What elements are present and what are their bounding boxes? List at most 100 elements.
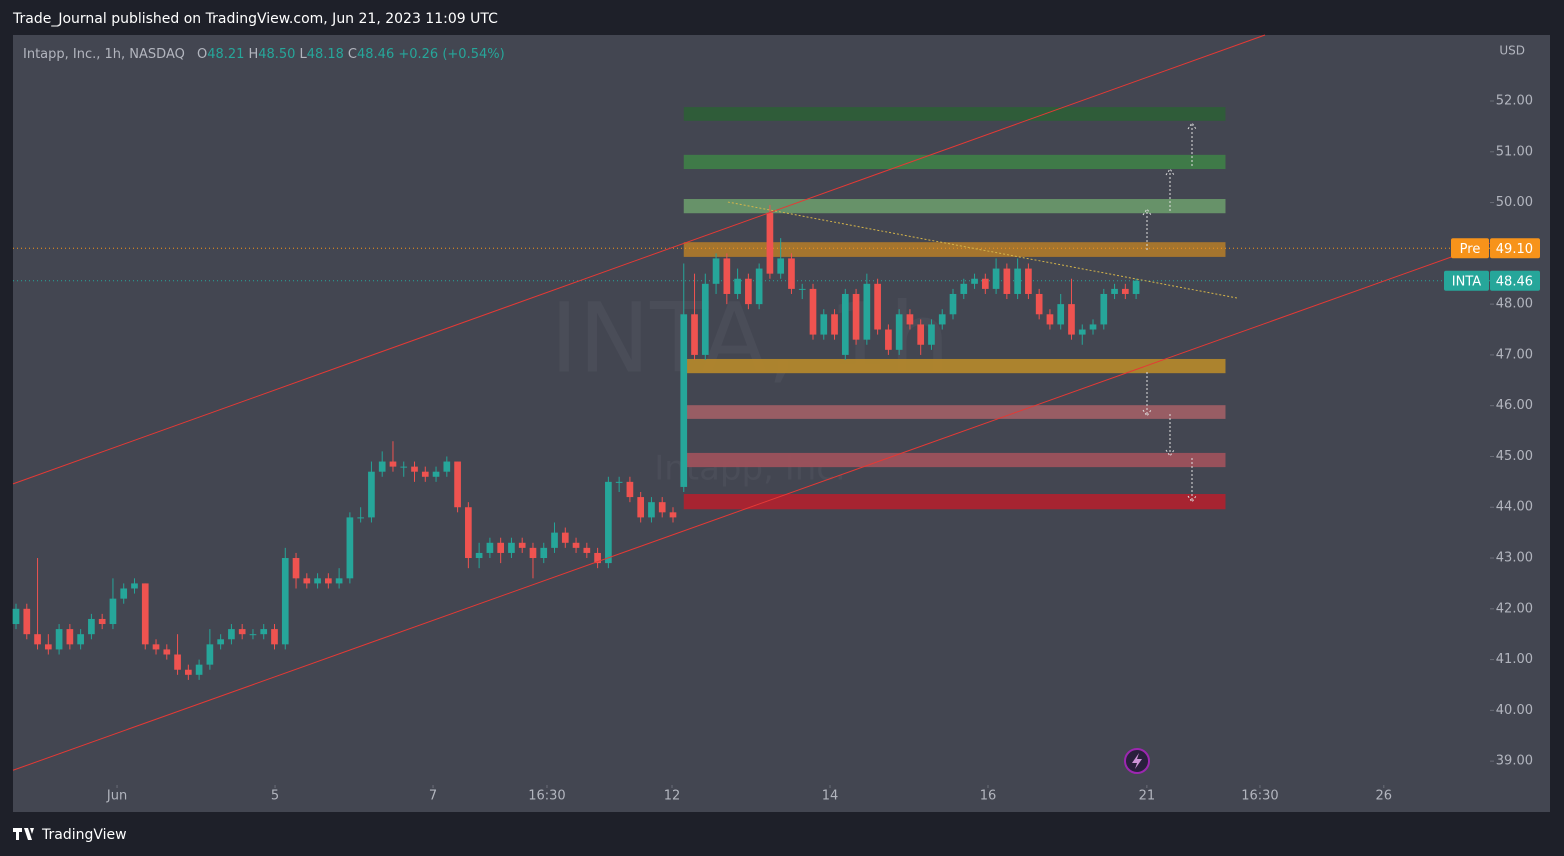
candle-body — [303, 578, 311, 584]
candle-body — [378, 461, 386, 472]
candle-body — [777, 258, 785, 274]
zone — [683, 107, 1226, 121]
y-tick-label: 44.00 — [1496, 500, 1533, 515]
arrow — [1165, 414, 1175, 457]
candle-body — [497, 542, 505, 553]
candle-body — [658, 502, 666, 513]
candle-body — [400, 466, 408, 468]
candle-body — [486, 542, 494, 553]
candle-body — [1003, 268, 1011, 294]
candle-body — [885, 329, 892, 350]
candle-body — [55, 629, 63, 650]
candle-body — [508, 542, 515, 553]
candle-body — [238, 629, 246, 635]
footer-brand: TradingView — [41, 827, 127, 843]
candle-body — [895, 314, 903, 350]
arrows — [1142, 122, 1197, 503]
badge-value: 48.46 — [1496, 274, 1533, 289]
arrow — [1187, 458, 1197, 503]
chart-panel — [13, 35, 1550, 812]
zone — [683, 494, 1226, 510]
candle-body — [1132, 280, 1140, 294]
candle-body — [34, 634, 41, 645]
y-tick-label: 39.00 — [1496, 754, 1533, 769]
candle-body — [1014, 268, 1021, 294]
x-tick-label: 16:30 — [1241, 789, 1278, 804]
y-tick-label: 51.00 — [1496, 144, 1533, 159]
candle-body — [1111, 288, 1118, 294]
candle-body — [874, 283, 881, 330]
ohlc-key: H — [248, 47, 258, 62]
candle-body — [551, 532, 558, 548]
y-tick-label: 52.00 — [1496, 94, 1533, 109]
candle-body — [443, 461, 451, 472]
x-tick-label: Jun — [106, 789, 127, 804]
tv-logo: TradingView — [13, 827, 127, 843]
x-tick-label: 7 — [429, 789, 437, 804]
badge-name: INTA — [1452, 274, 1481, 289]
y-tick-label: 42.00 — [1496, 601, 1533, 616]
candle-body — [260, 629, 268, 635]
currency: USD — [1499, 44, 1525, 58]
candle-body — [615, 481, 623, 483]
candle-body — [701, 283, 709, 355]
ohlc-value: 48.46 — [357, 47, 394, 62]
candle-body — [712, 258, 720, 284]
candle-body — [648, 502, 655, 518]
candle-body — [1089, 324, 1097, 330]
y-tick-label: 43.00 — [1496, 551, 1533, 566]
candle-body — [44, 644, 52, 650]
candle-body — [917, 324, 925, 345]
arrow — [1142, 208, 1152, 250]
candle-body — [583, 547, 591, 553]
ohlc-key: O — [197, 47, 207, 62]
candle-body — [755, 268, 763, 305]
y-tick-label: 40.00 — [1496, 703, 1533, 718]
candle-body — [411, 466, 418, 472]
candle-body — [906, 314, 914, 325]
x-tick-label: 12 — [664, 789, 681, 804]
candle-body — [605, 481, 612, 564]
candle-body — [228, 629, 235, 640]
candle-body — [960, 283, 968, 294]
candle-body — [131, 583, 138, 589]
candle-body — [928, 324, 935, 345]
candle-body — [938, 314, 946, 325]
zone — [683, 242, 1226, 257]
candle-body — [809, 288, 817, 335]
candle-body — [23, 608, 31, 635]
x-tick-label: 5 — [271, 789, 279, 804]
x-tick-label: 16 — [980, 789, 997, 804]
candle-body — [346, 517, 354, 579]
candle-body — [184, 669, 192, 675]
candle-body — [626, 481, 634, 498]
candle-body — [77, 634, 84, 645]
candle-body — [949, 293, 957, 315]
candle-body — [120, 588, 128, 599]
symbol: Intapp, Inc., 1h, NASDAQ — [23, 47, 185, 62]
candle-body — [852, 293, 860, 340]
y-tick-label: 46.00 — [1496, 398, 1533, 413]
ohlc-value: 48.18 — [307, 47, 344, 62]
candle-body — [249, 634, 257, 636]
y-tick-label: 50.00 — [1496, 195, 1533, 210]
legend: Intapp, Inc., 1h, NASDAQ O48.21 H48.50 L48… — [23, 47, 505, 62]
candle-body — [174, 654, 181, 670]
y-tick-label: 47.00 — [1496, 347, 1533, 362]
candle-body — [281, 558, 289, 645]
candle-body — [561, 532, 569, 543]
candle-body — [335, 578, 343, 584]
candle-body — [314, 578, 321, 584]
candle-body — [475, 552, 483, 559]
lightning-glyph — [1132, 753, 1142, 769]
candle-body — [594, 552, 601, 564]
candle-body — [12, 608, 20, 625]
candle-body — [1121, 288, 1129, 294]
candle-body — [271, 629, 278, 645]
candle-body — [1100, 293, 1108, 325]
candle-body — [788, 258, 795, 289]
ohlc-key: C — [348, 47, 357, 62]
